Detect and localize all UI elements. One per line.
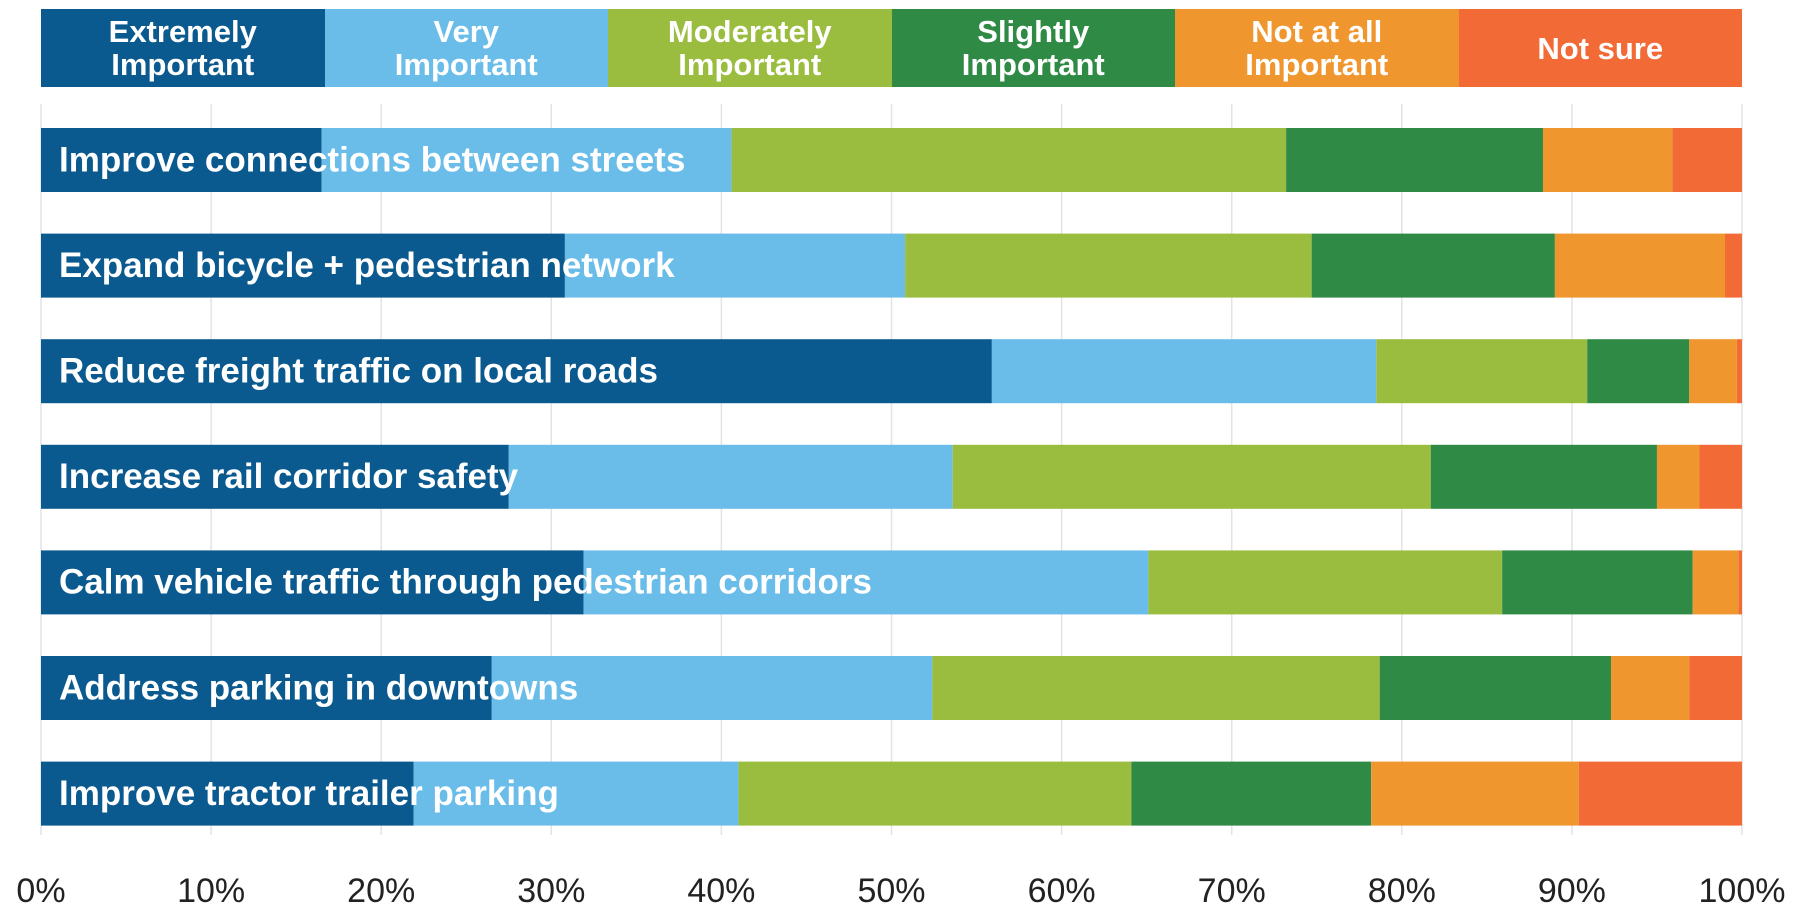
bar-segment [564,233,906,298]
bar-segment [413,761,739,826]
bar-segment [1724,233,1742,298]
bar-segment [932,656,1380,720]
bar-segment [1542,128,1673,192]
bar-segment [41,656,492,720]
bar-segment [1311,233,1555,298]
bar-segment [952,444,1431,509]
bar-segment [41,550,584,615]
bar-segment [1554,233,1725,298]
bar-segment [731,128,1287,192]
bar-segment [991,339,1377,404]
bar-segment [905,233,1312,298]
legend-entry: Not at all Important [1175,9,1459,87]
bar-segment [1587,339,1690,404]
bar-segment [1131,761,1372,826]
bar-segment [1371,761,1579,826]
legend-entry: Slightly Important [891,9,1175,87]
x-tick-label: 90% [1538,872,1606,908]
bar-segment [1611,656,1690,720]
bar-segment [1379,656,1612,720]
bar-segment [738,761,1132,826]
bar-segment [41,444,509,509]
bar-segment [1699,444,1742,509]
x-tick-label: 20% [347,872,415,908]
category-label: Reduce freight traffic on local roads [59,351,658,390]
legend-entry: Very Important [324,9,608,87]
bar-segment [1148,550,1503,615]
bar-segment [1430,444,1657,509]
category-label: Address parking in downtowns [59,668,578,707]
bar-segment [1689,339,1737,404]
bar-segment [41,761,414,826]
bar-segment [1286,128,1543,192]
bar-segment [1502,550,1693,615]
bar-segment [583,550,1149,615]
bar-segment [41,128,322,192]
x-tick-label: 70% [1198,872,1266,908]
bar-segment [1692,550,1739,615]
bar-segment [1656,444,1700,509]
legend-entry: Not sure [1458,9,1742,87]
bar-segment [491,656,933,720]
bar-segment [1736,339,1742,404]
category-label: Calm vehicle traffic through pedestrian … [59,563,872,602]
bar-segment [1376,339,1588,404]
legend-entry: Moderately Important [608,9,892,87]
category-label: Improve connections between streets [59,140,685,179]
bar-segment [41,339,992,404]
legend: Extremely Important Very Important Moderat… [41,9,1742,87]
x-tick-label: 60% [1028,872,1096,908]
legend-entry: Extremely Important [41,9,325,87]
x-tick-label: 0% [16,872,65,908]
bar-segment [1672,128,1742,192]
x-tick-label: 40% [687,872,755,908]
bar-segment [41,233,565,298]
x-tick-label: 10% [177,872,245,908]
bar-segment [508,444,953,509]
category-label: Expand bicycle + pedestrian network [59,246,675,285]
bar-segment [321,128,732,192]
x-tick-label: 80% [1368,872,1436,908]
category-label: Increase rail corridor safety [59,457,519,496]
x-tick-label: 50% [857,872,925,908]
bar-segment [1738,550,1742,615]
bar-segment [1578,761,1742,826]
category-label: Improve tractor trailer parking [59,774,559,813]
bar-segment [1689,656,1742,720]
x-tick-label: 100% [1699,872,1786,908]
x-tick-label: 30% [517,872,585,908]
